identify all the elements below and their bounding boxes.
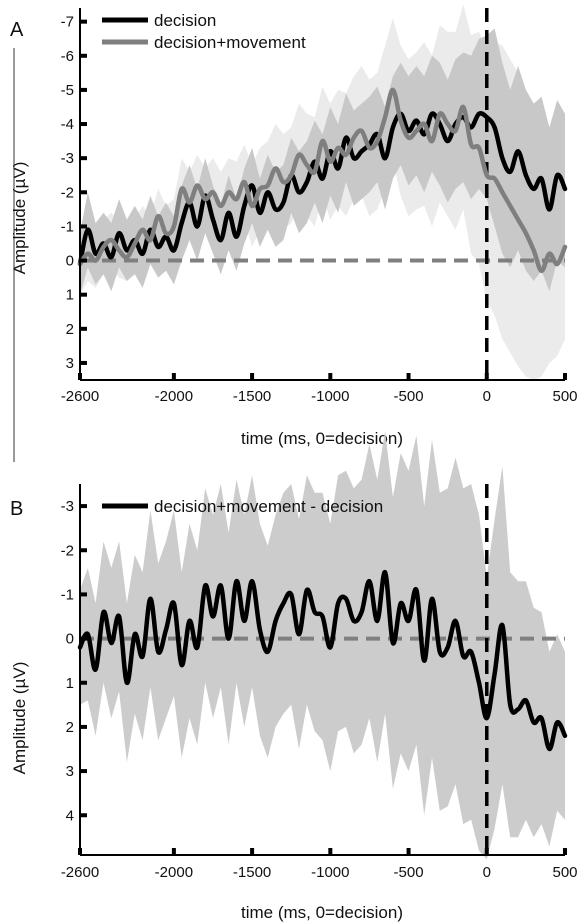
panel-a-letter: A [10,19,24,41]
panel-a-series-line-0 [77,111,568,267]
panel-a-x-tick-label: 0 [483,388,491,405]
panel-b-reference-lines [80,484,565,855]
panel-b-x-tick-label: -1500 [233,864,271,881]
panel-a-y-tick-label: -5 [61,82,74,99]
panel-b-y-tick-label: 0 [66,631,74,648]
panel-b-y-tick-label: 2 [66,719,74,736]
panel-a-y-tick-label: -6 [61,48,74,65]
panel-a-y-tick-label: -3 [61,150,74,167]
panel-b-x-tick-label: -500 [394,864,424,881]
panel-a-y-tick-label: 0 [66,253,74,270]
panel-b-bands [80,431,565,860]
panel-a-x-tick-label: 500 [552,388,577,405]
panel-a-y-tick-label: -4 [61,116,74,133]
panel-a: A -7 -6 -5 -4 -3 -2 -1 0 1 2 3 -2600 -2000 -1500 -1000… [10,4,578,462]
panel-a-y-tick-label: 3 [66,355,74,372]
panel-a-x-tick-label: -500 [394,388,424,405]
panel-b-letter: B [10,498,23,520]
panel-a-reference-lines [80,8,565,380]
panel-a-y-axis-label: Amplitude (µV) [10,162,29,275]
panel-b-axes: -3 -2 -1 0 1 2 3 4 -2600 -2000 -1500 -1000 -500 0 500 [61,484,578,881]
panel-b-legend: decision+movement - decision [102,497,383,516]
panel-b-x-tick-label: -2600 [61,864,99,881]
panel-a-lines [77,87,568,274]
panel-b-y-tick-label: -3 [61,498,74,515]
panel-a-x-tick-label: -2600 [61,388,99,405]
panel-b-y-tick-label: 3 [66,763,74,780]
panel-b-x-tick-label: 0 [483,864,491,881]
panel-a-y-tick-label: -2 [61,184,74,201]
panel-b-series-line-0 [77,570,568,752]
panel-b-y-tick-label: -2 [61,542,74,559]
panel-a-y-tick-label: 2 [66,321,74,338]
panel-b-y-tick-label: -1 [61,586,74,603]
panel-a-bands [80,4,565,380]
panel-a-axes: -7 -6 -5 -4 -3 -2 -1 0 1 2 3 -2600 -2000 -1500 -1000 -5… [61,8,578,405]
panel-a-y-tick-label: 1 [66,287,74,304]
panel-a-x-axis-label: time (ms, 0=decision) [241,429,403,448]
panel-b-band-0 [80,431,565,860]
panel-a-band-0 [80,28,565,295]
panel-a-legend: decision decision+movement [102,11,306,52]
panel-b-x-tick-label: -2000 [155,864,193,881]
panel-b-x-axis-label: time (ms, 0=decision) [241,903,403,922]
panel-a-y-tick-label: -1 [61,218,74,235]
panel-b-x-tick-label: -1000 [311,864,349,881]
panel-b-legend-label-0: decision+movement - decision [154,497,383,516]
panel-a-x-tick-label: -2000 [155,388,193,405]
panel-b-x-tick-label: 500 [552,864,577,881]
panel-b-y-tick-label: 4 [66,807,74,824]
panel-a-legend-label-1: decision+movement [154,33,306,52]
panel-a-y-tick-label: -7 [61,14,74,31]
panel-a-x-tick-label: -1000 [311,388,349,405]
panel-b: B -3 -2 -1 0 1 2 3 4 -2600 -2000 -1500 -1000 -500 0 50… [10,431,578,922]
panel-a-series-line-1 [77,87,568,274]
panel-b-y-tick-label: 1 [66,675,74,692]
panel-b-lines [77,570,568,752]
panel-a-x-tick-label: -1500 [233,388,271,405]
panel-b-y-axis-label: Amplitude (µV) [10,662,29,775]
panel-a-legend-label-0: decision [154,11,216,30]
